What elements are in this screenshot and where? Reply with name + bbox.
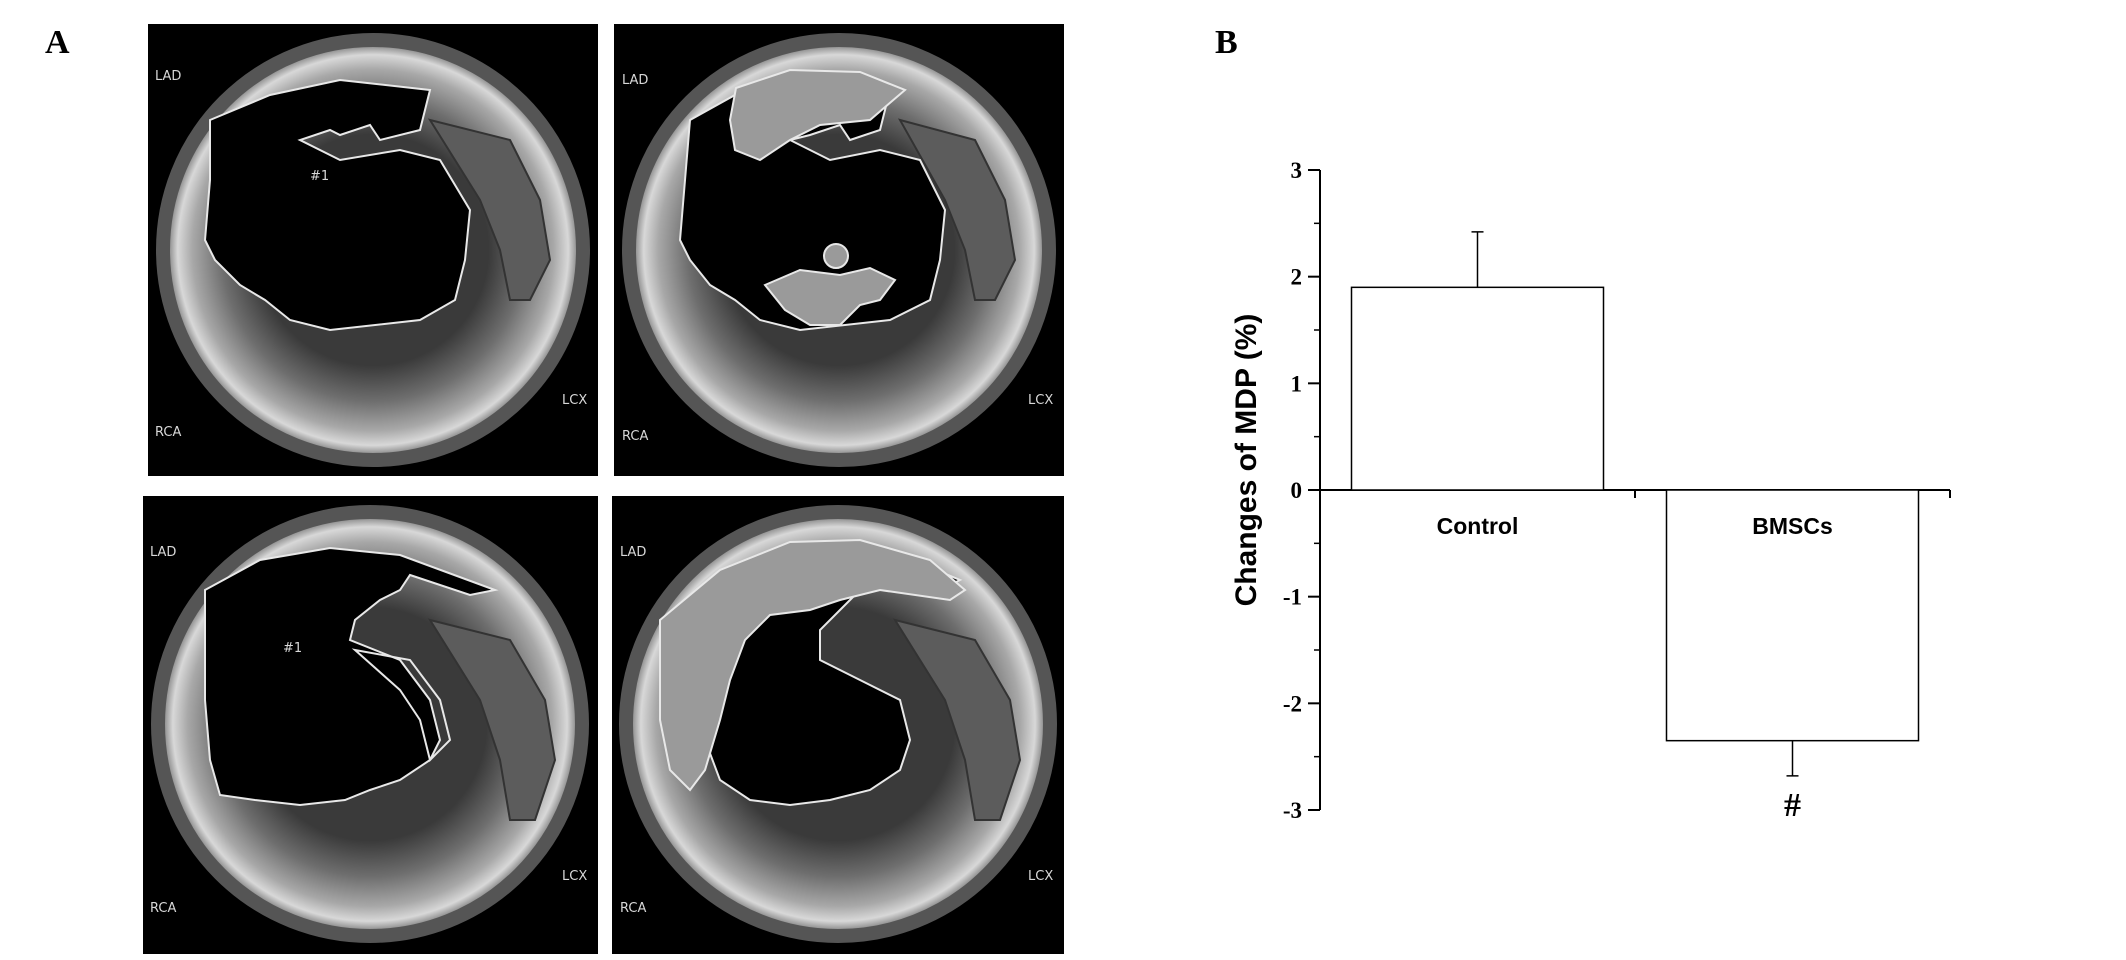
improved-region [763,266,897,326]
category-label: BMSCs [1752,513,1833,539]
rca-label: RCA [622,429,648,444]
improved-region [728,68,907,162]
y-tick-label: 1 [1291,371,1303,396]
panel-b-letter: B [1215,24,1238,61]
lcx-label: LCX [1028,393,1053,408]
rca-label: RCA [150,901,176,916]
lcx-label: LCX [562,393,587,408]
defect-region [204,546,499,807]
bar-chart: 3 2 1 0 -1 -2 -3 Control BMSCs # Changes of MDP (%… [1230,158,1951,824]
rca-label: RCA [155,425,181,440]
improved-region [659,538,967,792]
polar-map-panel: LAD RCA LCX #1 LAD RCA LCX LAD RCA LCX #… [143,24,1064,954]
polar-map-top-right: LAD RCA LCX [614,24,1064,476]
defect-region [203,78,472,332]
rca-label: RCA [620,901,646,916]
category-label: Control [1437,513,1519,539]
chart-labels: 3 2 1 0 -1 -2 -3 Control BMSCs # Changes of MDP (%… [1230,158,1833,824]
y-tick-label: 0 [1291,478,1303,503]
y-tick-label: -1 [1283,585,1302,610]
region-label: #1 [310,169,329,184]
lad-label: LAD [150,545,176,560]
bar-bmscs [1665,489,1920,742]
region-label: #1 [283,641,302,656]
y-tick-label: 3 [1291,158,1303,183]
lcx-segment [427,118,552,301]
polar-map-bottom-left: LAD RCA LCX #1 [143,496,598,954]
lcx-segment [897,118,1017,301]
y-axis-title: Changes of MDP (%) [1230,314,1263,607]
chart-bars [1350,231,1920,777]
lcx-segment [892,618,1022,821]
bar-control [1350,286,1605,491]
polar-map-top-left: LAD RCA LCX #1 [148,24,598,476]
lad-label: LAD [155,69,181,84]
y-tick-label: -2 [1283,691,1302,716]
lad-label: LAD [620,545,646,560]
significance-marker: # [1784,787,1801,824]
y-tick-label: -3 [1283,798,1302,823]
lad-label: LAD [622,73,648,88]
lcx-label: LCX [562,869,587,884]
y-tick-label: 2 [1291,265,1303,290]
lcx-segment [427,618,557,821]
polar-map-bottom-right: LAD RCA LCX [612,496,1064,954]
lcx-label: LCX [1028,869,1053,884]
panel-a-letter: A [45,24,70,61]
